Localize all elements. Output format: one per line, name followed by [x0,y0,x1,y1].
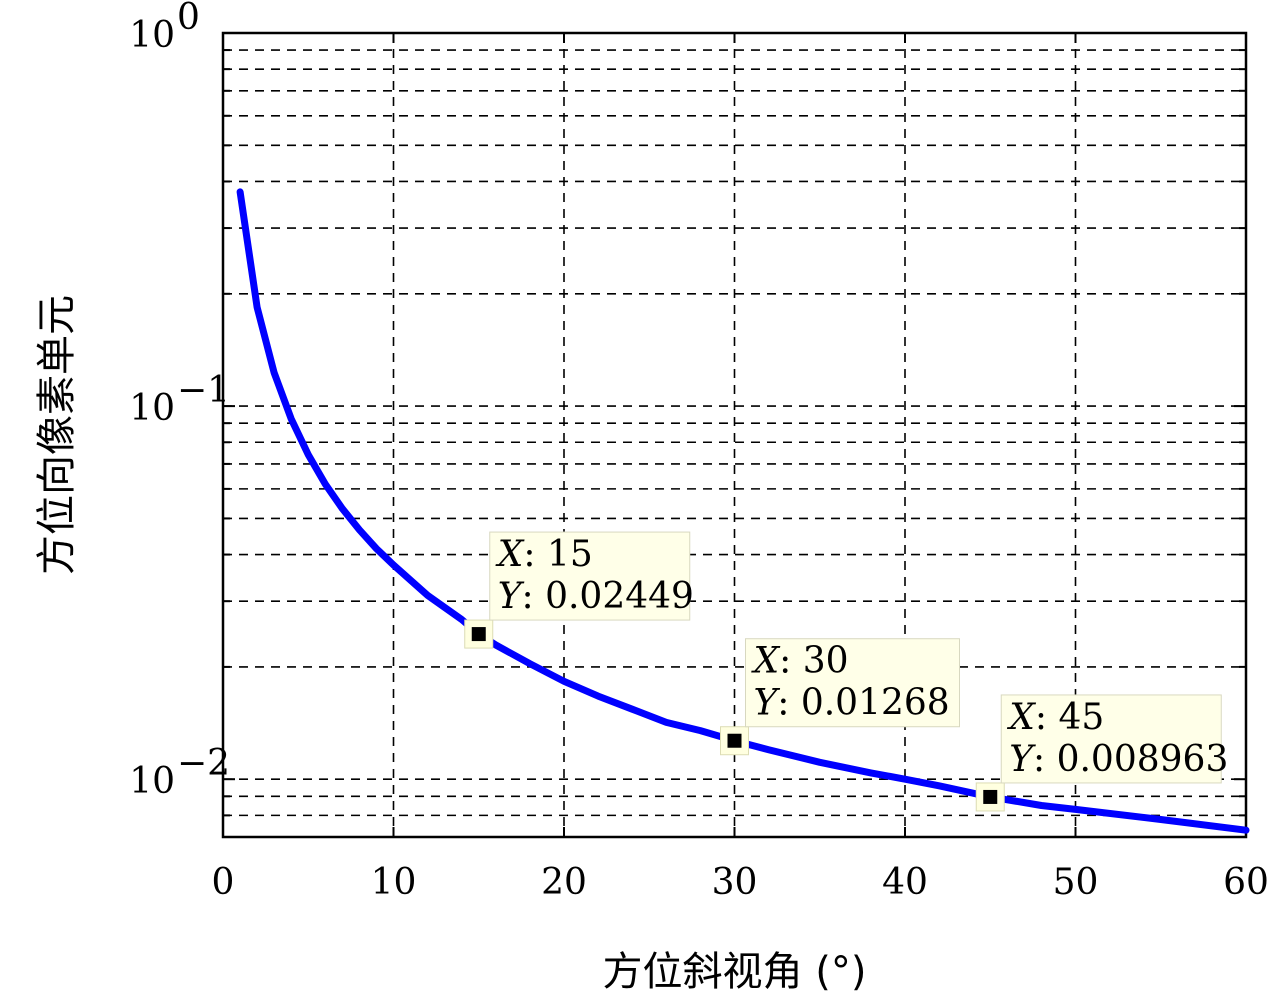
datatip-box [745,638,960,728]
y-tick-label: 10 [129,15,175,56]
datatip-x-label: X [1006,697,1036,738]
datatip-marker [983,789,998,804]
datatip-x-text: X: 45 [1006,697,1104,738]
series-line [236,188,1250,834]
x-tick-label: 0 [212,862,235,903]
x-tick-label: 50 [1053,862,1099,903]
datatip-y-value: : 0.01268 [777,683,949,724]
x-tick-label: 20 [541,862,587,903]
datatip-x-value: : 30 [779,641,848,682]
y-tick-exponent: −1 [177,370,230,411]
datatip-y-value: : 0.02449 [522,576,694,617]
datatip-x-label: X [751,641,781,682]
x-tick-label: 40 [882,862,928,903]
datatip: X: 30Y: 0.01268 [720,638,960,756]
x-axis-label: 方位斜视角 (°) [603,949,867,995]
y-axis-label: 方位向像素单元 [34,295,80,575]
datatip-y-text: Y: 0.008963 [1009,739,1228,780]
datatip-y-label: Y [754,683,781,724]
datatip-marker [471,627,486,642]
x-tick-label: 30 [712,862,758,903]
datatip-x-text: X: 30 [751,641,849,682]
datatip-y-value: : 0.008963 [1033,739,1228,780]
x-tick-label: 10 [371,862,417,903]
datatip-x-value: : 15 [523,534,592,575]
datatip: X: 45Y: 0.008963 [975,694,1228,812]
y-tick-exponent: 0 [177,0,200,38]
datatip-y-label: Y [1009,739,1036,780]
datatip-x-label: X [495,534,525,575]
datatip-y-text: Y: 0.02449 [498,576,694,617]
datatip-y-text: Y: 0.01268 [754,683,950,724]
datatip-x-text: X: 15 [495,534,593,575]
axis-ticks [222,32,1247,838]
datatip-x-value: : 45 [1035,697,1104,738]
x-tick-label: 60 [1223,862,1269,903]
datatip-y-label: Y [498,576,525,617]
datatip-box [489,531,691,621]
y-tick-exponent: −2 [177,743,230,784]
datatip: X: 15Y: 0.02449 [464,531,694,649]
datatip-marker [727,733,742,748]
y-tick-label: 10 [129,388,175,429]
y-tick-label: 10 [129,761,175,802]
datatip-box [1000,694,1222,784]
